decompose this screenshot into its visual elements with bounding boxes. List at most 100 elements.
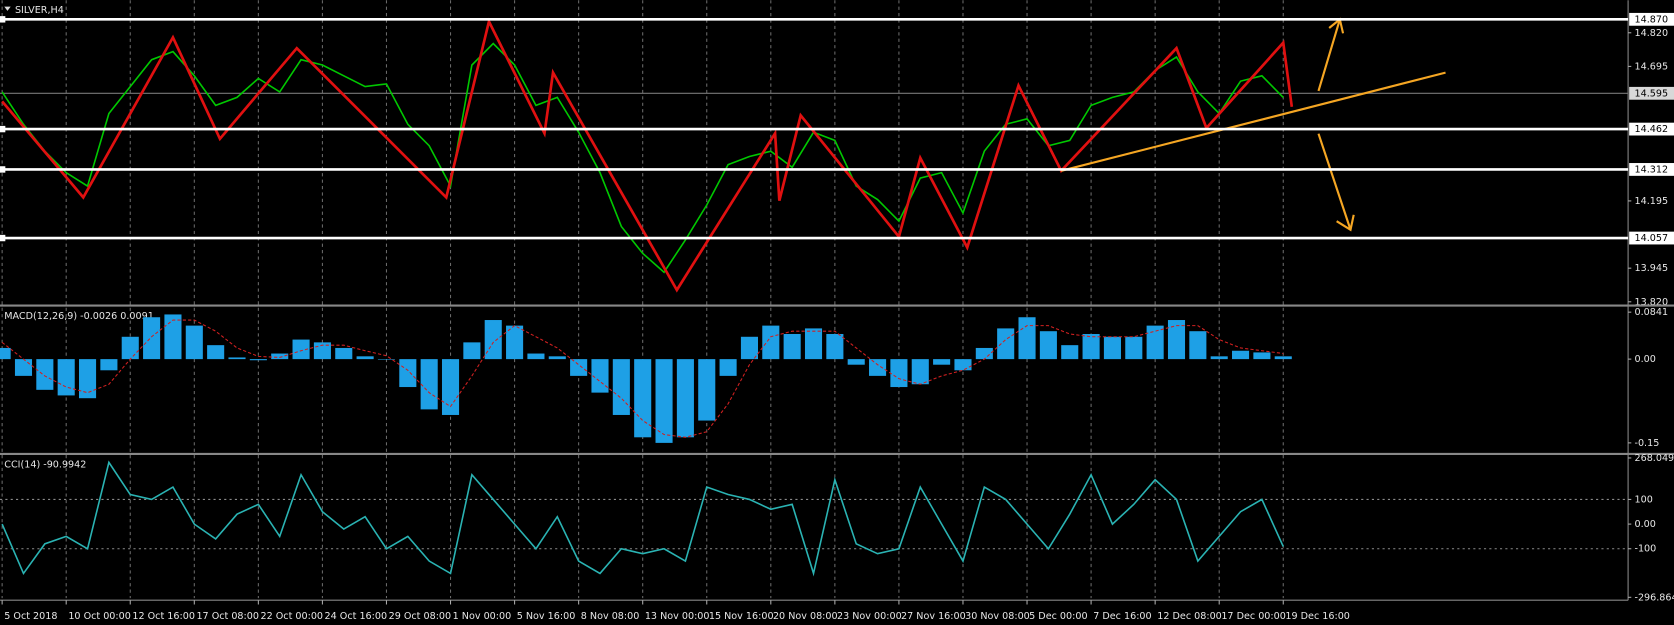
histogram-bar — [121, 336, 139, 360]
x-tick-label: 17 Oct 08:00 — [196, 611, 259, 622]
histogram-bar — [1082, 333, 1100, 360]
histogram-bar — [997, 328, 1015, 360]
histogram-bar — [79, 359, 97, 399]
x-tick-label: 5 Dec 00:00 — [1029, 611, 1087, 622]
y-tick-label: 13.945 — [1634, 263, 1668, 274]
histogram-bar — [676, 359, 694, 438]
last-price-box — [1629, 86, 1674, 100]
panel-title: MACD(12,26,9) -0.0026 0.0091 — [4, 311, 154, 322]
menu-triangle[interactable] — [4, 6, 11, 11]
x-tick-label: 27 Nov 16:00 — [901, 611, 966, 622]
histogram-bar — [826, 333, 844, 360]
histogram-bar — [1125, 336, 1143, 360]
histogram-bar — [506, 325, 524, 360]
histogram-bar — [185, 325, 203, 360]
histogram-bar — [1039, 331, 1057, 360]
arrow-down-head — [1336, 214, 1355, 232]
x-tick-label: 22 Oct 00:00 — [260, 611, 323, 622]
x-tick-label: 1 Nov 00:00 — [453, 611, 512, 622]
y-tick-label: 100 — [1634, 494, 1652, 505]
histogram-bar — [527, 353, 545, 360]
histogram-bar — [740, 336, 758, 360]
x-tick-label: 12 Dec 08:00 — [1157, 611, 1222, 622]
zigzag-line — [1, 17, 1294, 293]
level-handle — [0, 166, 6, 173]
histogram-bar — [1210, 356, 1228, 360]
x-tick-label: 24 Oct 16:00 — [325, 611, 388, 622]
histogram-bar — [975, 347, 993, 360]
y-tick-label: 13.820 — [1634, 297, 1668, 308]
histogram-bar — [719, 359, 737, 376]
level-label: 14.462 — [1634, 124, 1668, 135]
x-tick-label: 19 Dec 16:00 — [1285, 611, 1350, 622]
arrow-down — [1317, 133, 1352, 231]
histogram-bar — [698, 359, 716, 421]
histogram-bar — [57, 359, 75, 396]
histogram-bar — [0, 347, 11, 360]
histogram-bar — [271, 353, 289, 360]
y-tick-label: 14.195 — [1634, 196, 1668, 207]
level-handle — [0, 125, 6, 133]
histogram-bar — [164, 314, 182, 360]
histogram-bar — [335, 347, 353, 360]
histogram-bar — [869, 359, 887, 376]
x-tick-label: 23 Nov 00:00 — [837, 611, 902, 622]
x-tick-label: 13 Nov 00:00 — [645, 611, 710, 622]
histogram-bar — [1189, 331, 1207, 360]
y-tick-label: 0.0841 — [1634, 307, 1668, 318]
level-label: 14.312 — [1634, 164, 1668, 175]
x-tick-label: 8 Nov 08:00 — [581, 611, 640, 622]
x-tick-label: 29 Oct 08:00 — [389, 611, 452, 622]
histogram-bar — [356, 356, 374, 360]
histogram-bar — [292, 339, 310, 360]
y-tick-label: 0.00 — [1634, 354, 1655, 365]
histogram-bar — [890, 359, 908, 388]
histogram-bar — [1167, 320, 1186, 360]
histogram-bar — [399, 359, 417, 388]
histogram-bar — [484, 320, 502, 360]
x-tick-label: 15 Nov 16:00 — [709, 611, 774, 622]
x-tick-label: 5 Oct 2018 — [4, 611, 57, 622]
histogram-bar — [100, 359, 118, 371]
histogram-bar — [591, 359, 609, 393]
level-handle — [0, 234, 6, 242]
last-price-label: 14.595 — [1634, 88, 1668, 99]
histogram-bar — [933, 359, 951, 365]
trend-line — [1060, 71, 1446, 172]
histogram-bar — [1253, 352, 1271, 360]
x-tick-label: 5 Nov 16:00 — [517, 611, 576, 622]
level-label: 14.057 — [1634, 233, 1668, 244]
histogram-bar — [420, 359, 438, 410]
histogram-bar — [1103, 336, 1121, 360]
histogram-bar — [655, 359, 673, 443]
histogram-bar — [762, 325, 780, 360]
histogram-bar — [207, 345, 225, 360]
level-label-box — [1629, 122, 1674, 136]
y-tick-label: -0.15 — [1634, 438, 1659, 449]
level-label-box — [1629, 231, 1674, 245]
x-tick-label: 12 Oct 16:00 — [132, 611, 195, 622]
histogram-bar — [847, 359, 865, 365]
histogram-bar — [804, 328, 823, 360]
histogram-bar — [911, 359, 929, 385]
histogram-bar — [1232, 350, 1250, 360]
level-label-box — [1629, 163, 1674, 176]
histogram-bar — [36, 359, 54, 390]
histogram-bar — [783, 333, 801, 360]
histogram-bar — [143, 317, 161, 360]
y-tick-label: -100 — [1634, 544, 1656, 555]
x-tick-label: 20 Nov 08:00 — [773, 611, 838, 622]
x-tick-label: 10 Oct 00:00 — [68, 611, 131, 622]
panel-title: SILVER,H4 — [15, 5, 64, 16]
histogram-bar — [612, 359, 630, 415]
x-tick-label: 17 Dec 00:00 — [1221, 611, 1286, 622]
y-tick-label: 268.049 — [1634, 453, 1674, 464]
histogram-bar — [228, 357, 246, 360]
histogram-bar — [377, 359, 396, 360]
histogram-bar — [954, 359, 972, 371]
histogram-bar — [1018, 317, 1036, 360]
histogram-bar — [249, 359, 267, 361]
histogram-bar — [1061, 345, 1079, 360]
